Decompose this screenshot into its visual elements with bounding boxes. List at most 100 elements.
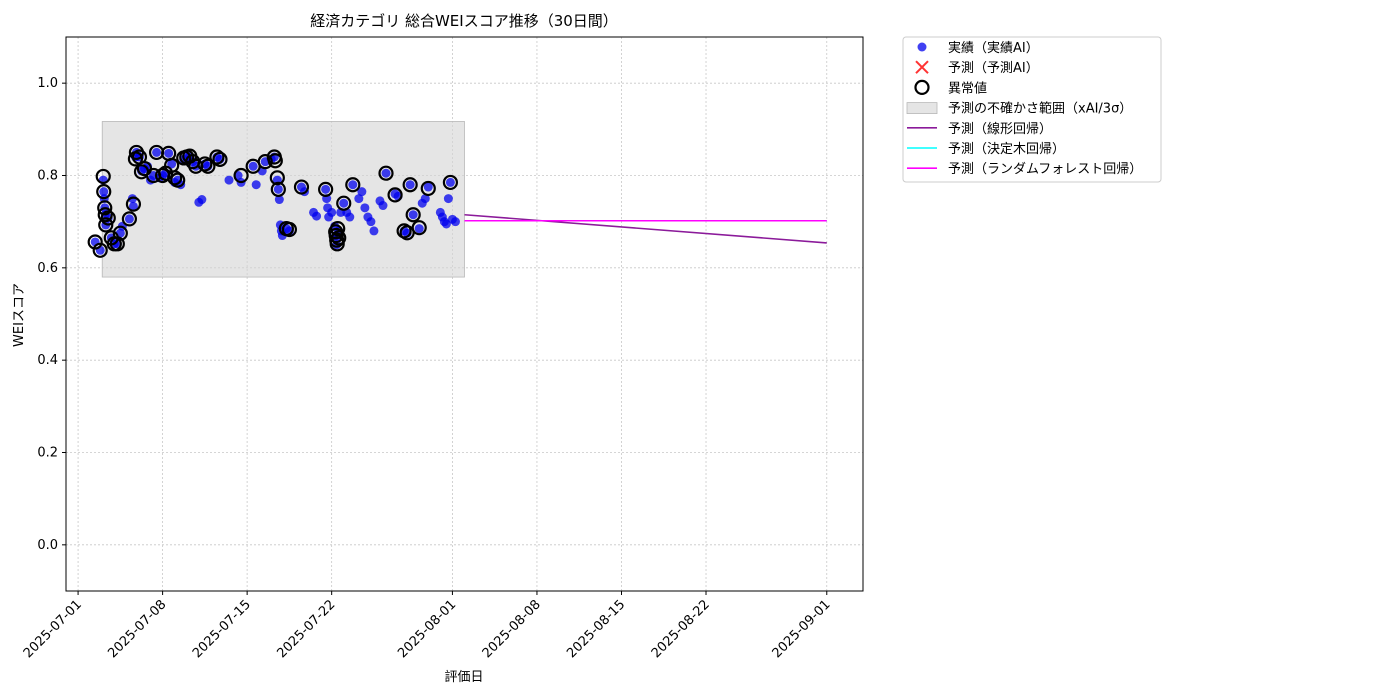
actual-point <box>312 211 322 221</box>
x-tick-label: 2025-08-22 <box>649 597 713 661</box>
anomaly-marker <box>281 221 298 238</box>
legend-band-label: 予測の不確かさ範囲（xAI/3σ） <box>948 101 1132 117</box>
actual-point <box>197 195 207 205</box>
plot-area: 2025-07-01 2025-07-08 2025-07-15 2025-07-22… <box>21 36 864 661</box>
actual-point <box>369 226 379 236</box>
legend-pred-label: 予測（予測AI） <box>948 61 1039 76</box>
anomaly-marker <box>387 187 403 203</box>
y-axis-label: WEIスコア <box>12 283 27 347</box>
chart-title: 経済カテゴリ 総合WEIスコア推移（30日間） <box>310 12 618 30</box>
x-tick-label: 2025-08-01 <box>395 597 459 661</box>
actual-point <box>128 201 138 211</box>
anomaly-marker <box>257 154 273 170</box>
actual-point <box>164 148 174 158</box>
anomaly-marker <box>100 210 116 226</box>
actual-point <box>273 184 283 194</box>
anomaly-marker <box>411 220 427 236</box>
anomaly-marker <box>109 236 125 252</box>
anomaly-marker <box>200 158 216 174</box>
anomaly-marker <box>269 170 285 186</box>
anomaly-marker <box>98 217 114 233</box>
actual-point <box>354 194 364 204</box>
x-tick-label: 2025-07-15 <box>190 597 254 661</box>
anomaly-marker <box>95 168 111 185</box>
x-tick-label: 2025-09-01 <box>770 597 834 661</box>
actual-point <box>348 180 358 190</box>
anomaly-marker <box>267 153 283 169</box>
y-tick-label: 1.0 <box>37 76 58 91</box>
actual-point <box>339 198 349 208</box>
anomaly-marker <box>96 184 112 200</box>
anomaly-marker <box>270 181 286 197</box>
anomaly-marker <box>402 177 418 193</box>
anomaly-marker <box>293 179 310 195</box>
y-tick-label: 0.8 <box>37 169 58 184</box>
legend-anomaly-swatch <box>914 79 930 96</box>
actual-point <box>414 224 424 234</box>
anomaly-marker <box>331 230 347 246</box>
legend-pred-swatch <box>915 60 929 74</box>
anomaly-marker <box>197 156 213 172</box>
anomaly-marker <box>345 177 361 193</box>
anomaly-marker <box>405 207 421 223</box>
legend-tree-label: 予測（決定木回帰） <box>948 141 1065 157</box>
x-tick-label: 2025-07-22 <box>274 597 338 661</box>
actual-point <box>124 214 134 224</box>
legend-forest-label: 予測（ランダムフォレスト回帰） <box>948 161 1142 177</box>
actual-point <box>167 159 177 169</box>
legend-linear-label: 予測（線形回帰） <box>948 121 1052 137</box>
legend-actual-swatch <box>917 42 927 52</box>
x-tick-label: 2025-08-15 <box>564 597 628 661</box>
actual-point <box>420 194 430 204</box>
anomaly-marker <box>318 181 334 197</box>
anomaly-marker <box>420 180 436 197</box>
x-stroke <box>915 60 929 74</box>
anomaly-marker <box>167 170 183 186</box>
actual-point <box>274 195 284 205</box>
anomaly-marker <box>233 167 249 184</box>
y-tick-label: 0.4 <box>37 353 58 368</box>
anomaly-markers <box>87 144 459 258</box>
plot-border <box>65 36 864 592</box>
anomaly-marker <box>125 196 142 212</box>
actual-point <box>357 187 367 197</box>
anomaly-marker <box>212 151 228 167</box>
y-tick-label: 0.0 <box>37 538 58 553</box>
prediction-lines <box>464 213 827 244</box>
anomaly-marker <box>209 149 225 165</box>
actual-point <box>445 177 455 187</box>
actual-point <box>378 201 388 211</box>
anomaly-marker <box>170 172 186 188</box>
anomaly-marker <box>336 195 352 211</box>
actual-point <box>423 182 433 192</box>
x-tick-label: 2025-08-08 <box>480 597 544 661</box>
actual-point <box>224 175 234 185</box>
legend-anomaly-label: 異常値 <box>948 80 987 96</box>
x-axis-ticks: 2025-07-01 2025-07-08 2025-07-15 2025-07-22… <box>21 591 834 661</box>
y-tick-label: 0.6 <box>37 261 58 276</box>
anomaly-marker <box>378 165 394 181</box>
actual-point <box>360 203 370 213</box>
actual-point <box>366 217 376 227</box>
actual-point <box>345 212 355 222</box>
actual-point <box>99 187 109 197</box>
actual-point <box>251 180 261 190</box>
actual-point <box>450 217 460 227</box>
anomaly-marker <box>87 234 103 250</box>
actual-point <box>327 207 337 217</box>
anomaly-marker <box>97 207 113 223</box>
y-tick-label: 0.2 <box>37 446 58 461</box>
legend-band-swatch <box>906 102 938 114</box>
x-tick-label: 2025-07-08 <box>105 597 169 661</box>
anomaly-marker <box>442 174 459 191</box>
y-axis-ticks: 0.0 0.2 0.4 0.6 0.8 1.0 <box>37 76 66 553</box>
anomaly-marker <box>121 211 137 227</box>
legend-box <box>902 36 1162 183</box>
anomaly-marker <box>329 236 345 252</box>
actual-point <box>321 184 331 194</box>
x-axis-label: 評価日 <box>444 670 483 685</box>
linear-regression-line <box>464 213 827 244</box>
anomaly-marker <box>112 225 128 241</box>
